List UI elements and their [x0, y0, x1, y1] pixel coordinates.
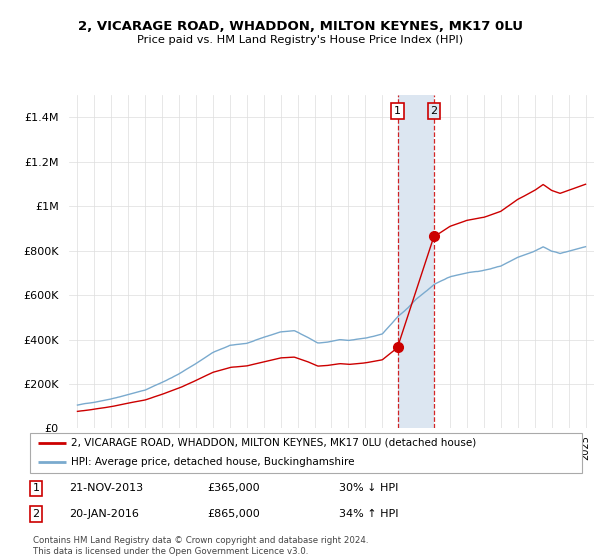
Text: Price paid vs. HM Land Registry's House Price Index (HPI): Price paid vs. HM Land Registry's House …	[137, 35, 463, 45]
Text: HPI: Average price, detached house, Buckinghamshire: HPI: Average price, detached house, Buck…	[71, 457, 355, 467]
Text: 30% ↓ HPI: 30% ↓ HPI	[339, 483, 398, 493]
Text: 2, VICARAGE ROAD, WHADDON, MILTON KEYNES, MK17 0LU: 2, VICARAGE ROAD, WHADDON, MILTON KEYNES…	[77, 20, 523, 32]
Text: 34% ↑ HPI: 34% ↑ HPI	[339, 509, 398, 519]
Text: 1: 1	[32, 483, 40, 493]
Text: 20-JAN-2016: 20-JAN-2016	[69, 509, 139, 519]
Text: 21-NOV-2013: 21-NOV-2013	[69, 483, 143, 493]
Text: 2: 2	[430, 106, 437, 116]
Text: £865,000: £865,000	[207, 509, 260, 519]
Text: £365,000: £365,000	[207, 483, 260, 493]
Text: 1: 1	[394, 106, 401, 116]
Text: 2, VICARAGE ROAD, WHADDON, MILTON KEYNES, MK17 0LU (detached house): 2, VICARAGE ROAD, WHADDON, MILTON KEYNES…	[71, 438, 476, 448]
Text: Contains HM Land Registry data © Crown copyright and database right 2024.
This d: Contains HM Land Registry data © Crown c…	[33, 536, 368, 556]
Bar	[398, 95, 434, 428]
Text: 2: 2	[32, 509, 40, 519]
